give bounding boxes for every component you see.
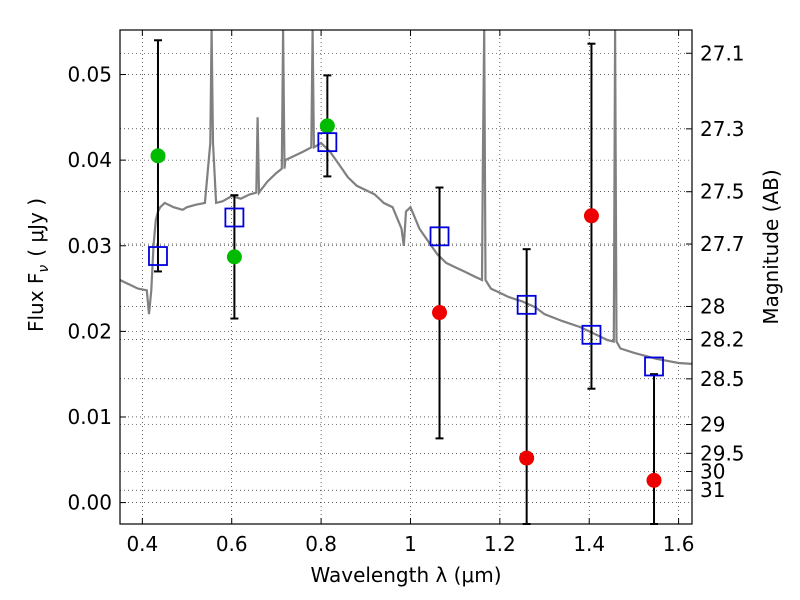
error-bar-layer: [154, 40, 658, 524]
x-tick-label: 1.6: [663, 532, 695, 556]
mag-tick-label: 27.5: [700, 180, 745, 204]
mag-tick-label: 31: [700, 478, 725, 502]
x-tick-label: 0.8: [305, 532, 337, 556]
y2-axis-label: Magnitude (AB): [759, 169, 783, 324]
sed-chart: 0.4 0.6 0.8 1 1.2 1.4 1.6 0.00 0.01 0.02 0.03 0.04 0…: [0, 0, 800, 600]
y-tick-label: 0.05: [67, 63, 112, 87]
observed-nondetections-point: [647, 473, 662, 488]
x-tick-label: 1.4: [573, 532, 605, 556]
y-axis-label-unit: ( μJy ): [24, 198, 48, 257]
observed-nondetections-point: [432, 305, 447, 320]
y-tick-label: 0.02: [67, 319, 112, 343]
model-spectrum-line: [120, 30, 692, 364]
mag-tick-label: 27.3: [700, 117, 745, 141]
y-axis-label-subscript: ν: [36, 265, 52, 273]
x-axis-label: Wavelength λ (μm): [310, 563, 501, 587]
mag-tick-label: 28.5: [700, 367, 745, 391]
y-axis-label-main: Flux F: [24, 273, 48, 332]
mag-tick-label: 27.7: [700, 232, 745, 256]
observed-detections-point: [150, 148, 165, 163]
marker-layer: [149, 118, 663, 487]
y-tick-label: 0.04: [67, 148, 112, 172]
mag-tick-label: 27.1: [700, 41, 745, 65]
mag-tick-label: 29: [700, 413, 725, 437]
observed-detections-point: [320, 118, 335, 133]
plot-frame: [120, 30, 692, 524]
observed-nondetections-point: [584, 208, 599, 223]
y-axis-label: Flux Fν ( μJy ): [24, 198, 52, 332]
mag-tick-label: 28.2: [700, 327, 745, 351]
observed-nondetections-point: [519, 451, 534, 466]
y-tick-label: 0.01: [67, 405, 112, 429]
x-tick-label: 1.2: [484, 532, 516, 556]
grid-lines: [120, 30, 692, 524]
x-tick-label: 0.6: [216, 532, 248, 556]
y-tick-label: 0.03: [67, 234, 112, 258]
observed-detections-point: [227, 249, 242, 264]
tick-layer: 0.4 0.6 0.8 1 1.2 1.4 1.6 0.00 0.01 0.02 0.03 0.04 0…: [67, 30, 744, 556]
y-tick-label: 0.00: [67, 491, 112, 515]
model-spectrum-layer: [120, 30, 692, 364]
mag-tick-label: 28: [700, 294, 725, 318]
x-tick-label: 0.4: [126, 532, 158, 556]
x-tick-label: 1: [404, 532, 417, 556]
